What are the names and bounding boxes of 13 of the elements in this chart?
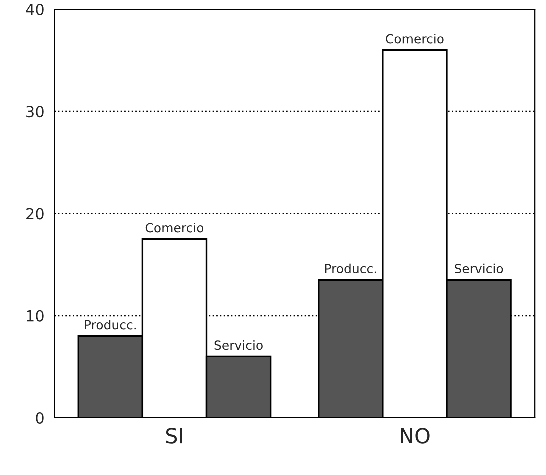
- x-tick-label: NO: [401, 428, 430, 444]
- text: Producc.: [85, 320, 136, 330]
- y-tick-label: 20: [26, 208, 44, 220]
- y-tick-label: 0: [36, 412, 44, 424]
- y-tick-label: 40: [26, 4, 44, 16]
- series-label: Comercio: [146, 223, 204, 233]
- y-tick-label: 10: [27, 310, 44, 322]
- text: Servicio: [214, 340, 263, 350]
- series-label: Producc.: [325, 264, 376, 274]
- series-label: Servicio: [455, 264, 504, 274]
- text: Comercio: [386, 34, 444, 44]
- y-tick-label: 30: [26, 106, 44, 118]
- x-tick-label: SI: [166, 428, 182, 444]
